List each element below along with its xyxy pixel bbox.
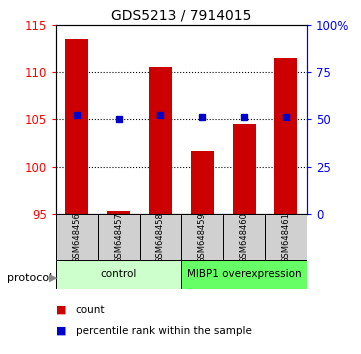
Bar (149, 67, 172, 214)
Text: GSM648459: GSM648459 (198, 212, 207, 263)
FancyBboxPatch shape (56, 214, 98, 260)
FancyBboxPatch shape (265, 214, 307, 260)
Bar (274, 58, 297, 214)
Text: GSM648460: GSM648460 (240, 212, 249, 263)
FancyBboxPatch shape (223, 214, 265, 260)
FancyBboxPatch shape (140, 214, 181, 260)
Text: count: count (76, 305, 105, 315)
Text: control: control (100, 269, 137, 279)
Bar (191, 151, 214, 214)
FancyBboxPatch shape (181, 214, 223, 260)
Text: protocol: protocol (7, 273, 52, 283)
Bar (232, 124, 256, 214)
Text: GSM648456: GSM648456 (72, 212, 81, 263)
Bar (107, 211, 130, 214)
Text: ▶: ▶ (49, 273, 57, 283)
Title: GDS5213 / 7914015: GDS5213 / 7914015 (111, 8, 252, 22)
Text: MIBP1 overexpression: MIBP1 overexpression (187, 269, 301, 279)
Text: GSM648458: GSM648458 (156, 212, 165, 263)
FancyBboxPatch shape (98, 214, 140, 260)
Text: GSM648457: GSM648457 (114, 212, 123, 263)
Text: ■: ■ (56, 305, 66, 315)
Text: percentile rank within the sample: percentile rank within the sample (76, 326, 252, 336)
Text: GSM648461: GSM648461 (282, 212, 291, 263)
Bar (65, 39, 88, 214)
FancyBboxPatch shape (181, 260, 307, 289)
Text: ■: ■ (56, 326, 66, 336)
FancyBboxPatch shape (56, 260, 181, 289)
